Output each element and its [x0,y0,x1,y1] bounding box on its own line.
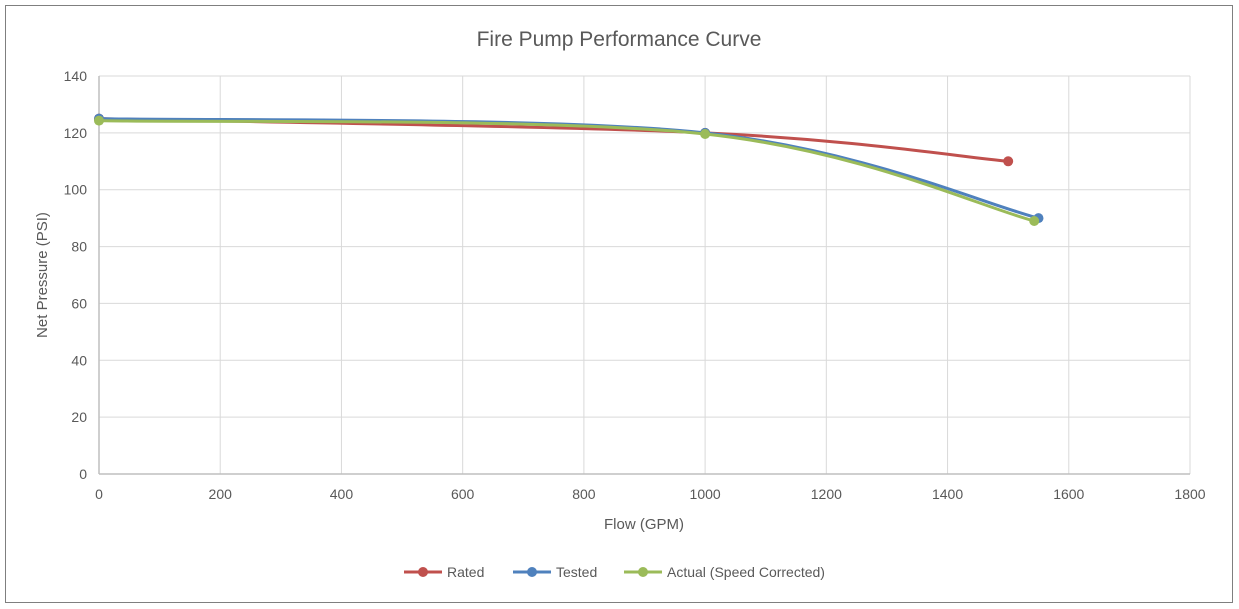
legend-label-2: Actual (Speed Corrected) [667,564,825,580]
y-tick-label: 80 [71,239,87,255]
x-tick-label: 1800 [1174,486,1205,502]
x-axis-title: Flow (GPM) [604,516,684,533]
y-tick-label: 20 [71,409,87,425]
series-line-2 [98,119,1035,223]
chart-area: 0 20 40 60 80 100 120 140 0 200 400 600 800 1000 1200 1… [5,5,1233,603]
x-tick-label: 400 [330,486,354,502]
data-point-2 [700,128,711,139]
y-tick-label: 0 [79,466,87,482]
x-tick-label: 800 [572,486,596,502]
data-point-2 [1029,215,1040,226]
series-line-1 [98,117,1039,220]
legend-label-0: Rated [447,564,484,580]
x-tick-label: 600 [451,486,475,502]
y-tick-label: 60 [71,295,87,311]
legend-marker-2 [638,567,648,577]
y-tick-label: 100 [64,182,88,198]
legend-label-1: Tested [556,564,597,580]
y-tick-label: 40 [71,352,87,368]
x-tick-label: 200 [209,486,233,502]
y-tick-label: 120 [64,125,88,141]
x-tick-label: 1000 [690,486,721,502]
data-point-2 [94,115,104,126]
x-tick-label: 1600 [1053,486,1084,502]
y-tick-label: 140 [64,68,88,84]
data-point-0 [1003,156,1014,167]
x-tick-label: 0 [95,486,103,502]
chart-title: Fire Pump Performance Curve [477,28,762,51]
legend-marker-0 [418,567,428,577]
y-axis-title: Net Pressure (PSI) [34,212,51,338]
x-tick-label: 1400 [932,486,963,502]
x-tick-label: 1200 [811,486,842,502]
legend-marker-1 [527,567,537,577]
